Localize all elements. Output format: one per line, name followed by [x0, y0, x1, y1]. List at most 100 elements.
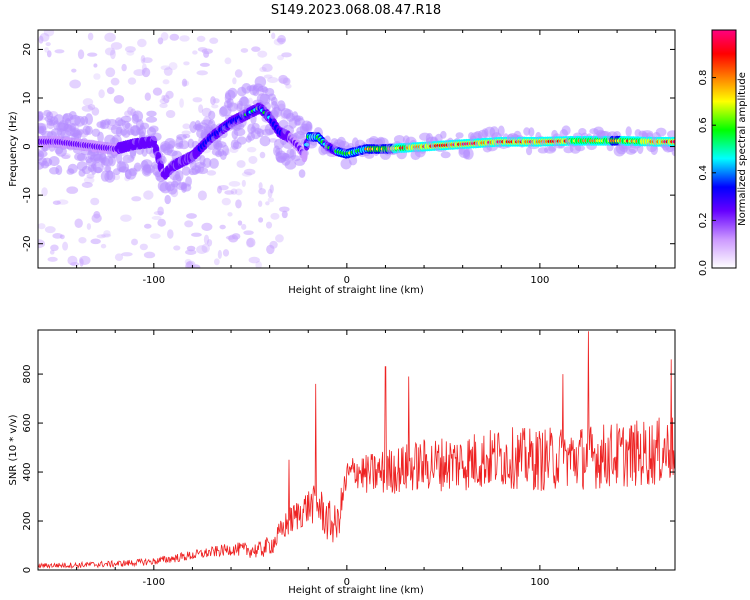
spectrogram-cell	[276, 38, 286, 43]
spectrogram-cell	[129, 148, 137, 157]
spectrogram-cell	[79, 255, 91, 265]
spectrogram-cell	[182, 123, 191, 130]
spectrogram-cell	[168, 62, 178, 71]
spectrogram-cell	[121, 63, 127, 72]
spectrogram-cell	[71, 68, 77, 73]
spectrogram-cell	[206, 170, 217, 176]
spectrogram-cell	[110, 42, 123, 50]
spectrogram-cell	[62, 241, 69, 251]
spectrogram-cell	[463, 148, 474, 160]
spectrogram-cell	[281, 210, 288, 219]
spectrogram-cell	[263, 74, 273, 79]
spectrogram-cell	[163, 94, 170, 104]
spectrogram-cell	[86, 223, 92, 230]
spectrogram-cell	[222, 249, 230, 257]
spectrogram-cell	[183, 61, 190, 66]
spectrogram-cell	[213, 258, 220, 266]
spectrogram-cell	[101, 233, 112, 238]
spectrogram-cell	[241, 171, 253, 177]
spectrogram-cell	[237, 220, 243, 226]
spectrogram-cell	[202, 157, 212, 169]
spectrogram-cell	[93, 63, 98, 68]
spectrogram-cell	[90, 238, 101, 245]
spectrogram-cell	[163, 67, 173, 76]
spectrogram-cell	[49, 249, 55, 255]
spectrogram-image	[38, 30, 675, 268]
spectrogram-cell	[124, 46, 136, 53]
spectrogram-cell	[110, 49, 116, 60]
colorbar-tick-label: 0.6	[698, 117, 709, 133]
spectrogram-cell	[173, 245, 181, 251]
spectrogram-cell	[46, 50, 52, 58]
spectrogram-cell	[203, 50, 210, 58]
spectrogram-cell	[270, 212, 280, 220]
spectrogram-cell	[157, 206, 164, 216]
spectrogram-cell	[178, 140, 190, 150]
spectrogram-cell	[184, 220, 194, 228]
spectrogram-cell	[183, 80, 190, 87]
spectrogram-cell	[275, 234, 284, 243]
spectrogram-cell	[222, 144, 229, 157]
spectrogram-cell	[43, 30, 55, 37]
spectrogram-cell	[209, 158, 219, 169]
spectrogram-cell	[201, 222, 213, 232]
spectrogram-cell	[150, 132, 162, 142]
spectrogram-cell	[93, 73, 101, 80]
spectrogram-cell	[145, 116, 158, 123]
spectrogram-cell	[107, 119, 118, 126]
spectrogram-cell	[259, 151, 266, 159]
spectrogram-cell	[91, 107, 100, 116]
spectrogram-cell	[47, 256, 58, 262]
spectrogram-cell	[141, 63, 147, 73]
spectrogram-cell	[158, 162, 164, 170]
spectrogram-cell	[234, 188, 243, 196]
spectrogram-cell	[192, 264, 201, 268]
spectrogram-frame	[37, 29, 676, 269]
spectrogram-cell	[235, 199, 242, 209]
spectrogram-cell	[176, 133, 188, 141]
spectrogram-cell	[192, 50, 198, 55]
spectrogram-cell	[115, 126, 123, 137]
spectrogram-cell	[561, 125, 571, 136]
spectrogram-cell	[246, 237, 256, 248]
spectrogram-cell	[198, 104, 204, 113]
spectrogram-cell	[120, 115, 132, 123]
spectrogram-cell	[248, 256, 260, 264]
spectrogram-cell	[348, 155, 358, 166]
spectrogram-cell	[526, 146, 533, 156]
spectrogram-cell	[159, 103, 168, 109]
spectrogram-cell	[55, 164, 63, 176]
spectrogram-cell	[185, 249, 197, 255]
spectrogram-cells	[38, 30, 675, 268]
spectrogram-ytick-label: 10	[22, 92, 33, 105]
spectrogram-cell	[196, 35, 206, 43]
spectrogram-cell	[192, 97, 203, 103]
spectrogram-cell	[90, 197, 100, 206]
spectrogram-cell	[208, 110, 216, 120]
spectrogram-cell	[258, 200, 263, 207]
spectrogram-cell	[50, 244, 59, 252]
spectrogram-cell	[144, 92, 151, 101]
spectrogram-cell	[39, 32, 50, 42]
spectrogram-ytick-label: 20	[22, 43, 33, 56]
spectrogram-cell	[258, 182, 263, 190]
spectrogram-cell	[151, 215, 162, 220]
colorbar: 0.0 0.2 0.4 0.6 0.8 Normalized spectral ampl…	[698, 29, 748, 276]
spectrogram-cell	[44, 226, 56, 234]
spectrogram-cell	[38, 35, 44, 44]
spectrogram-cell	[52, 200, 61, 205]
spectrogram-cell	[203, 234, 210, 245]
spectrogram-cell	[523, 127, 531, 136]
spectrogram-cell	[54, 49, 65, 54]
spectrogram-cell	[305, 121, 313, 133]
spectrogram-cell	[266, 244, 275, 255]
spectrogram-cell	[137, 38, 147, 48]
spectrogram-cell	[497, 125, 505, 137]
spectrogram-cell	[217, 249, 222, 259]
spectrogram-cell	[217, 185, 222, 194]
spectrogram-cell	[440, 151, 451, 159]
spectrogram-cell	[96, 234, 106, 239]
spectrogram-cell	[142, 57, 153, 64]
